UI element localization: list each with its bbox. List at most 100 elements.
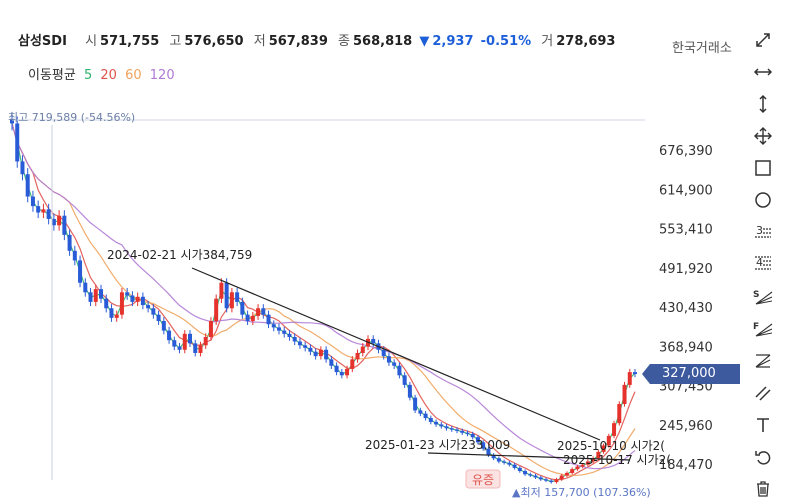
candle-body	[512, 464, 517, 468]
candle-body	[193, 343, 198, 353]
candle-body	[591, 458, 596, 462]
candle-body	[282, 330, 287, 334]
candle-body	[481, 442, 486, 449]
fib-fan-icon: F	[752, 320, 774, 338]
candle-body	[538, 477, 543, 480]
horizontal-arrows-tool-button[interactable]	[748, 58, 778, 86]
candle-body	[303, 345, 308, 348]
candle-body	[78, 260, 83, 283]
y-tick-label: 676,390	[659, 144, 713, 159]
candle-body	[57, 215, 62, 226]
candle-body	[51, 218, 56, 226]
volume-value: 278,693	[556, 34, 616, 49]
moving-average-legend[interactable]: 이동평균 5 20 60 120	[28, 64, 175, 83]
candle-body	[407, 384, 412, 398]
candle-body	[371, 338, 376, 344]
undo-tool-button[interactable]	[748, 443, 778, 471]
candle-body	[334, 365, 339, 373]
rectangle-icon	[754, 159, 772, 177]
candle-body	[188, 333, 192, 344]
annotation-2024-02-21: 2024-02-21 시가384,759	[107, 248, 252, 262]
candle-body	[156, 314, 161, 322]
candle-body	[455, 429, 459, 431]
candle-body	[151, 308, 156, 315]
move-tool-button[interactable]	[748, 122, 778, 150]
candle-body	[119, 292, 124, 315]
candle-body	[208, 321, 213, 337]
quote-header: 삼성SDI 시 571,755 고 576,650 저 567,839 종 568,81…	[18, 30, 615, 49]
candle-body	[575, 466, 580, 470]
text-tool-button[interactable]	[748, 411, 778, 439]
candle-body	[617, 404, 622, 424]
candle-body	[313, 351, 318, 357]
parallel-lines-icon	[753, 384, 773, 402]
change-arrow: ▼	[419, 34, 430, 49]
candle-body	[224, 282, 229, 309]
svg-text:S: S	[753, 290, 759, 300]
fib-retracement-3-tool-button[interactable]: 3	[748, 218, 778, 246]
candle-body	[470, 434, 475, 438]
candle-body	[460, 430, 465, 433]
circle-tool-button[interactable]	[748, 186, 778, 214]
rectangle-tool-button[interactable]	[748, 154, 778, 182]
open-value: 571,755	[100, 34, 160, 49]
high-value: 576,650	[184, 34, 244, 49]
vertical-arrows-tool-button[interactable]	[748, 90, 778, 118]
candle-body	[345, 368, 350, 376]
fib-retracement-4-tool-button[interactable]: 4	[748, 250, 778, 278]
low-value: 567,839	[268, 34, 328, 49]
ma-period-5: 5	[83, 68, 93, 83]
candle-body	[355, 352, 360, 360]
y-tick-label: 553,410	[659, 223, 713, 238]
candle-body	[533, 475, 538, 478]
speed-resistance-tool-button[interactable]	[748, 347, 778, 375]
horizontal-arrows-icon	[753, 65, 773, 79]
speed-resistance-icon	[753, 352, 773, 370]
move-icon	[753, 126, 773, 146]
ma-period-60: 60	[125, 68, 142, 83]
y-tick-label: 614,900	[659, 183, 713, 198]
candle-body	[554, 479, 559, 483]
candle-body	[606, 435, 611, 446]
candle-body	[266, 314, 271, 325]
fib-fan-tool-button[interactable]: F	[748, 315, 778, 343]
candle-body	[528, 474, 533, 476]
max-price-annotation: 최고 719,589 (-54.56%)	[8, 111, 135, 124]
parallel-lines-tool-button[interactable]	[748, 379, 778, 407]
candle-body	[10, 118, 14, 124]
candle-body	[83, 282, 88, 293]
candle-body	[240, 301, 245, 315]
diagonal-arrows-tool-button[interactable]	[748, 26, 778, 54]
candle-body	[544, 479, 548, 481]
trash-tool-button[interactable]	[748, 475, 778, 503]
candle-body	[135, 296, 140, 302]
candle-body	[507, 462, 512, 465]
vertical-arrows-icon	[756, 94, 770, 114]
candle-body	[125, 292, 130, 296]
candle-body	[297, 341, 302, 346]
low-label: 저	[253, 34, 266, 49]
open-label: 시	[85, 34, 98, 49]
candle-body	[428, 418, 433, 422]
candle-body	[245, 314, 250, 322]
candle-body	[172, 340, 177, 347]
candle-body	[146, 305, 151, 309]
current-price-tag: 327,000	[642, 364, 740, 384]
fib-retracement-4-icon: 4	[753, 255, 773, 273]
candle-body	[15, 123, 20, 162]
candle-body	[308, 347, 313, 352]
candle-body	[596, 451, 601, 459]
candle-body	[99, 289, 103, 299]
candle-body	[256, 308, 261, 316]
candle-body	[88, 292, 93, 302]
candle-body	[449, 428, 454, 430]
gann-fan-tool-button[interactable]: S	[748, 283, 778, 311]
price-chart[interactable]: 676,390 614,900 553,410 491,920 430,430 368,9…	[0, 0, 740, 500]
candle-body	[161, 321, 166, 331]
close-value: 568,818	[353, 34, 413, 49]
annotation-2025-10-17: 2025-10-17 시가2(	[563, 453, 671, 467]
y-tick-label: 245,960	[659, 419, 713, 434]
candle-body	[235, 292, 240, 302]
candle-body	[491, 455, 496, 459]
fib-retracement-3-icon: 3	[753, 223, 773, 241]
